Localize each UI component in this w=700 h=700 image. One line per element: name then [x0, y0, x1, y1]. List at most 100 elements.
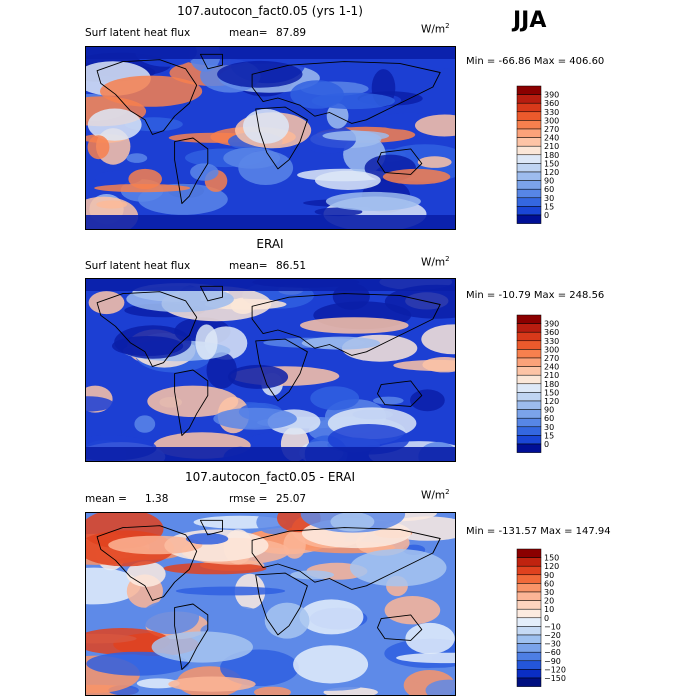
field-contour [330, 513, 375, 532]
colorbar-tick-label: 60 [544, 185, 554, 194]
colorbar-tick-label: −120 [544, 665, 566, 674]
field-contour [213, 407, 297, 430]
colorbar-box [516, 574, 542, 584]
field-contour [290, 80, 344, 109]
colorbar-box [516, 357, 542, 367]
colorbar-tick-label: 180 [544, 380, 559, 389]
field-contour [384, 596, 441, 625]
field-contour [300, 317, 409, 334]
colorbar-box [516, 374, 542, 385]
field-contour [325, 191, 421, 211]
colorbar-tick-label: 0 [544, 614, 549, 623]
field-contour [86, 396, 114, 412]
colorbar-box [516, 591, 542, 601]
colorbar-tick-label: 300 [544, 116, 559, 125]
colorbar-tick-label: −20 [544, 631, 561, 640]
colorbar-tick-label: −60 [544, 648, 561, 657]
colorbar-tick-label: 120 [544, 397, 559, 406]
variable-label: Surf latent heat flux [85, 27, 191, 39]
colorbar-tick-label: 240 [544, 363, 559, 372]
colorbar-box [516, 366, 542, 376]
colorbar-tick-label: 120 [544, 168, 559, 177]
colorbar-tick-label: 30 [544, 423, 554, 432]
field-contour [223, 147, 281, 169]
units-label: W/m2 [421, 22, 450, 36]
coastline [199, 285, 223, 302]
field-contour [291, 681, 362, 691]
colorbar-box [516, 331, 542, 342]
colorbar-tick-label: 180 [544, 151, 559, 160]
field-contour [168, 676, 256, 692]
coastline [255, 572, 308, 636]
colorbar-tick-label: 270 [544, 125, 559, 134]
field-contour [94, 184, 191, 193]
colorbar-box [516, 400, 542, 410]
colorbar-tick-label: 240 [544, 134, 559, 143]
field-contour [86, 651, 189, 676]
coastline [96, 291, 198, 367]
field-contour [195, 324, 218, 360]
field-contour [134, 415, 156, 433]
field-contour [207, 606, 265, 631]
field-contour [126, 153, 148, 163]
field-contour [108, 535, 203, 555]
field-band [86, 215, 455, 229]
season-label: JJA [513, 8, 547, 33]
min-max-label: Min = -66.86 Max = 406.60 [466, 56, 605, 67]
units-label: W/m2 [421, 255, 450, 269]
field-contour [163, 562, 267, 575]
colorbar-box [516, 557, 542, 567]
field-contour [86, 567, 141, 605]
coastline [255, 338, 308, 402]
min-max-label: Min = -10.79 Max = 248.56 [466, 290, 605, 301]
field-contour [326, 103, 349, 129]
field-contour [290, 570, 335, 580]
field-contour [410, 389, 445, 412]
coastline [174, 603, 209, 670]
rmse-label: rmse = [229, 493, 268, 505]
colorbar-tick-label: −90 [544, 657, 561, 666]
panel-title: 107.autocon_fact0.05 (yrs 1-1) [177, 4, 363, 18]
colorbar-tick-label: 390 [544, 91, 559, 100]
field-contour [87, 108, 142, 141]
colorbar-box [516, 214, 542, 224]
colorbar-tick-label: 20 [544, 597, 554, 606]
field-contour [382, 168, 451, 185]
colorbar-box [516, 548, 542, 558]
field-contour [114, 325, 192, 359]
field-contour [87, 135, 110, 160]
colorbar-tick-label: −150 [544, 674, 566, 683]
colorbar-box [516, 206, 542, 216]
coastline [174, 369, 209, 436]
coastline [377, 148, 423, 175]
colorbar-box [516, 608, 542, 619]
field-contour [136, 678, 180, 689]
rmse-value: 25.07 [276, 493, 307, 505]
colorbar-tick-label: 330 [544, 108, 559, 117]
colorbar-tick-label: 360 [544, 99, 559, 108]
colorbar-box [516, 102, 542, 113]
field-band [86, 279, 455, 291]
field-contour [254, 686, 291, 695]
colorbar-box [516, 111, 542, 121]
colorbar-box [516, 426, 542, 436]
field-band [86, 447, 455, 461]
colorbar-tick-label: −30 [544, 640, 561, 649]
colorbar-box [516, 435, 542, 445]
coastline [251, 293, 441, 356]
field-contour [190, 163, 219, 181]
colorbar-box [516, 180, 542, 190]
field-map [85, 46, 456, 230]
colorbar-box [516, 583, 542, 593]
colorbar-box [516, 565, 542, 576]
mean-value: 87.89 [276, 27, 307, 39]
field-contour [86, 628, 171, 655]
field-contour [88, 291, 125, 315]
coastline [377, 380, 423, 407]
mean-label: mean= [229, 27, 268, 39]
coastline [251, 527, 441, 590]
field-contour [227, 364, 289, 389]
colorbar-box [516, 643, 542, 653]
variable-label: Surf latent heat flux [85, 260, 191, 272]
colorbar-tick-label: 90 [544, 177, 554, 186]
